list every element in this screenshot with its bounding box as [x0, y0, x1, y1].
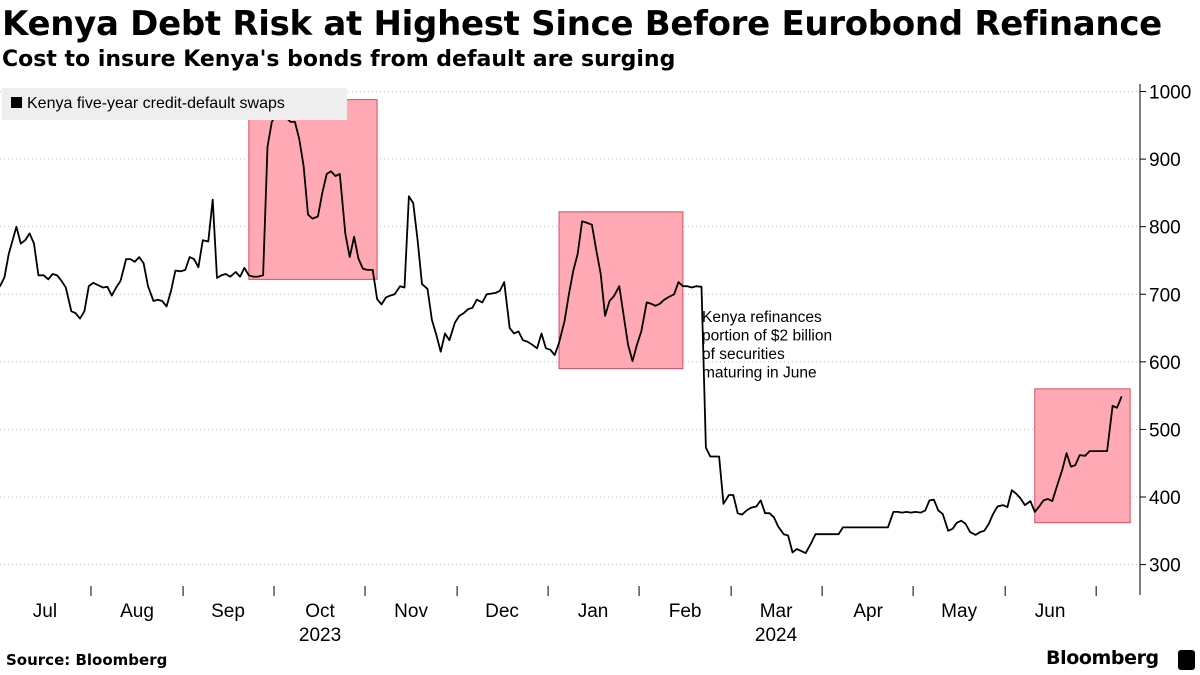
y-tick-label: 500 [1149, 420, 1181, 441]
legend-swatch [11, 97, 22, 108]
x-tick-label: Oct [305, 601, 335, 622]
y-tick-label: 900 [1149, 150, 1181, 171]
highlight-layer [248, 99, 1131, 524]
bloomberg-mark-icon [1178, 650, 1195, 670]
x-tick-label: Apr [853, 601, 883, 622]
x-year-label: 2024 [755, 625, 798, 646]
y-tick-label: 800 [1149, 218, 1181, 239]
chart-title: Kenya Debt Risk at Highest Since Before … [2, 4, 1162, 44]
x-tick-label: Jun [1035, 601, 1066, 622]
legend-label: Kenya five-year credit-default swaps [27, 95, 285, 112]
x-tick-label: Sep [211, 601, 245, 622]
annotation-refinance: Kenya refinances portion of $2 billion of … [702, 309, 832, 382]
series-layer [0, 114, 1123, 554]
x-tick-label: Feb [669, 601, 702, 622]
x-tick-label: Aug [120, 601, 154, 622]
series-line-kenya-cds [0, 114, 1123, 554]
annotation-line: Kenya refinances [702, 309, 822, 326]
x-tick-label: Jul [33, 601, 57, 622]
source-note: Source: Bloomberg [6, 651, 168, 669]
x-year-label: 2023 [299, 625, 341, 646]
x-tick-label: Mar [760, 601, 793, 622]
annotation-layer: Kenya refinances portion of $2 billion of … [702, 309, 832, 382]
y-tick-label: 300 [1149, 556, 1181, 577]
chart-subtitle: Cost to insure Kenya's bonds from defaul… [2, 47, 676, 72]
x-tick-label: May [941, 601, 977, 622]
x-tick-label: Dec [485, 601, 519, 622]
x-tick-label: Nov [394, 601, 428, 622]
legend-background [2, 88, 347, 120]
y-tick-label: 1000 [1149, 83, 1191, 104]
x-tick-label: Jan [578, 601, 609, 622]
bloomberg-logo: Bloomberg [1046, 647, 1159, 669]
highlight-box [558, 211, 684, 370]
annotation-line: portion of $2 billion [702, 328, 832, 345]
legend: Kenya five-year credit-default swaps [2, 88, 347, 120]
y-tick-label: 600 [1149, 353, 1181, 374]
y-tick-label: 400 [1149, 488, 1181, 509]
y-tick-label: 700 [1149, 285, 1181, 306]
axis-layer: 1000 900 800 700 600 500 400 300 Jul Aug Sep Oct Nov… [33, 83, 1191, 646]
annotation-line: of securities [702, 346, 785, 363]
annotation-line: maturing in June [702, 365, 817, 382]
